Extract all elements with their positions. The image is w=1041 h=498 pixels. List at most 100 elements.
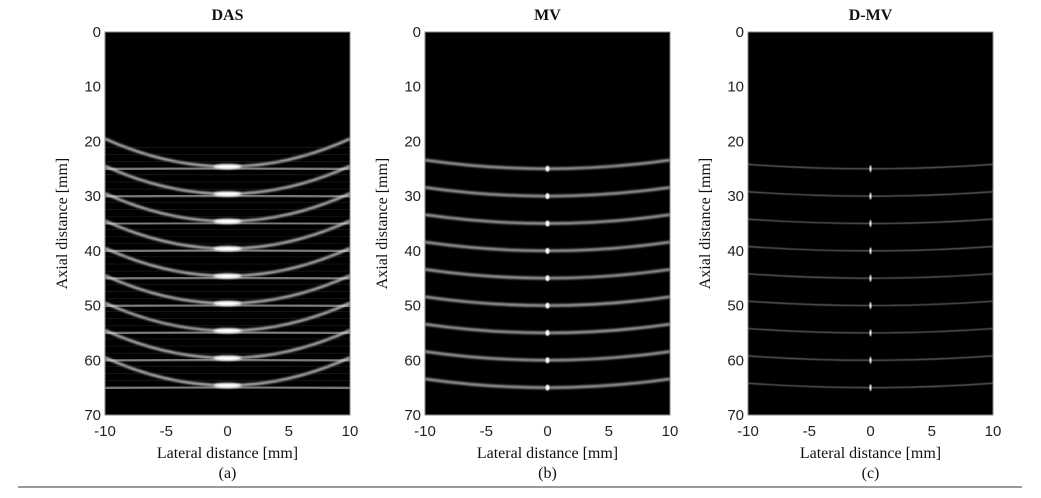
y-tick-label: 70 [404,407,421,424]
point-target-30 [748,191,993,200]
point-target-35 [748,218,993,227]
target-peak [869,329,872,337]
point-target-50 [425,295,670,309]
point-target-60 [748,355,993,364]
target-peak [545,247,550,254]
target-peak [869,356,872,364]
y-tick-label: 30 [727,188,744,205]
y-tick-label: 20 [727,133,744,150]
point-target-35 [425,213,670,227]
y-tick-label: 10 [84,79,101,96]
image-content [425,158,670,391]
x-tick-label: 10 [342,423,359,440]
x-tick-label: 5 [285,423,293,440]
point-target-45 [105,247,350,280]
point-target-55 [105,301,350,335]
y-tick-label: 0 [736,24,744,41]
y-tick-label: 60 [727,352,744,369]
target-peak [869,247,872,255]
target-peak [545,220,550,227]
x-axis-label: Lateral distance [mm] [800,445,941,462]
point-target-50 [105,274,350,308]
y-tick-label: 70 [84,407,101,424]
target-peak [545,302,550,309]
point-target-45 [748,273,993,282]
y-tick-label: 50 [404,298,421,315]
panel-title: D-MV [849,7,893,24]
target-peak [545,165,550,172]
y-tick-label: 60 [84,352,101,369]
y-tick-label: 30 [84,188,101,205]
y-tick-label: 10 [404,79,421,96]
y-tick-label: 40 [404,243,421,260]
point-target-60 [425,350,670,364]
y-axis-label: Axial distance [mm] [54,158,71,290]
x-tick-label: 0 [543,423,551,440]
point-target-55 [425,322,670,336]
point-target-50 [748,300,993,310]
y-tick-label: 20 [404,133,421,150]
x-tick-label: -5 [160,423,173,440]
y-tick-label: 60 [404,352,421,369]
x-tick-label: -10 [414,423,436,440]
panel-caption: (c) [862,465,880,482]
x-tick-label: -10 [94,423,116,440]
target-peak [545,384,550,391]
y-tick-label: 10 [727,79,744,96]
panel-mv: -10 -5 0 5 10 0 10 20 30 40 50 60 70 MV Lateral distan… [374,7,678,482]
y-tick-label: 0 [93,24,101,41]
target-peak [213,273,242,279]
y-tick-label: 50 [84,298,101,315]
target-peak [213,355,242,361]
y-tick-label: 0 [413,24,421,41]
point-target-65 [748,382,993,392]
x-tick-label: -5 [803,423,816,440]
point-target-30 [425,186,670,200]
y-axis-label: Axial distance [mm] [374,158,391,290]
point-target-55 [748,327,993,337]
target-peak [869,302,872,310]
x-axis-label: Lateral distance [mm] [157,445,298,462]
point-target-25 [425,158,670,172]
x-tick-label: 10 [985,423,1002,440]
y-tick-label: 40 [84,243,101,260]
target-peak [869,192,872,200]
target-peak [869,220,872,227]
x-tick-label: 10 [662,423,679,440]
x-tick-label: -5 [480,423,493,440]
y-tick-label: 20 [84,133,101,150]
panel-caption: (b) [538,465,557,482]
y-tick-label: 50 [727,298,744,315]
point-target-40 [425,240,670,254]
panel-title: DAS [211,7,243,24]
target-peak [213,218,242,224]
x-tick-label: 5 [928,423,936,440]
y-axis-label: Axial distance [mm] [697,158,714,290]
target-peak [869,165,872,173]
x-tick-label: 0 [223,423,231,440]
panel-das: -10 -5 0 5 10 0 10 20 30 40 50 60 70 DAS Lateral dista… [54,7,358,482]
target-peak [213,382,242,388]
point-target-45 [425,268,670,282]
y-tick-label: 30 [404,188,421,205]
point-target-40 [105,219,350,253]
panel-dmv: -10 -5 0 5 10 0 10 20 30 40 50 60 70 D-MV Lateral dist… [697,7,1001,482]
target-peak [213,300,242,306]
target-peak [213,164,242,170]
point-target-35 [105,192,350,225]
point-target-60 [105,329,350,362]
target-peak [545,357,550,364]
y-tick-label: 70 [727,407,744,424]
target-peak [869,274,872,282]
image-content [748,163,993,392]
image-content [105,137,350,390]
target-peak [213,191,242,197]
target-peak [545,193,550,200]
x-tick-label: 5 [605,423,613,440]
point-target-65 [105,356,350,390]
panel-caption: (a) [219,465,237,482]
point-target-65 [425,377,670,391]
x-axis-label: Lateral distance [mm] [477,445,618,462]
x-tick-label: 0 [866,423,874,440]
